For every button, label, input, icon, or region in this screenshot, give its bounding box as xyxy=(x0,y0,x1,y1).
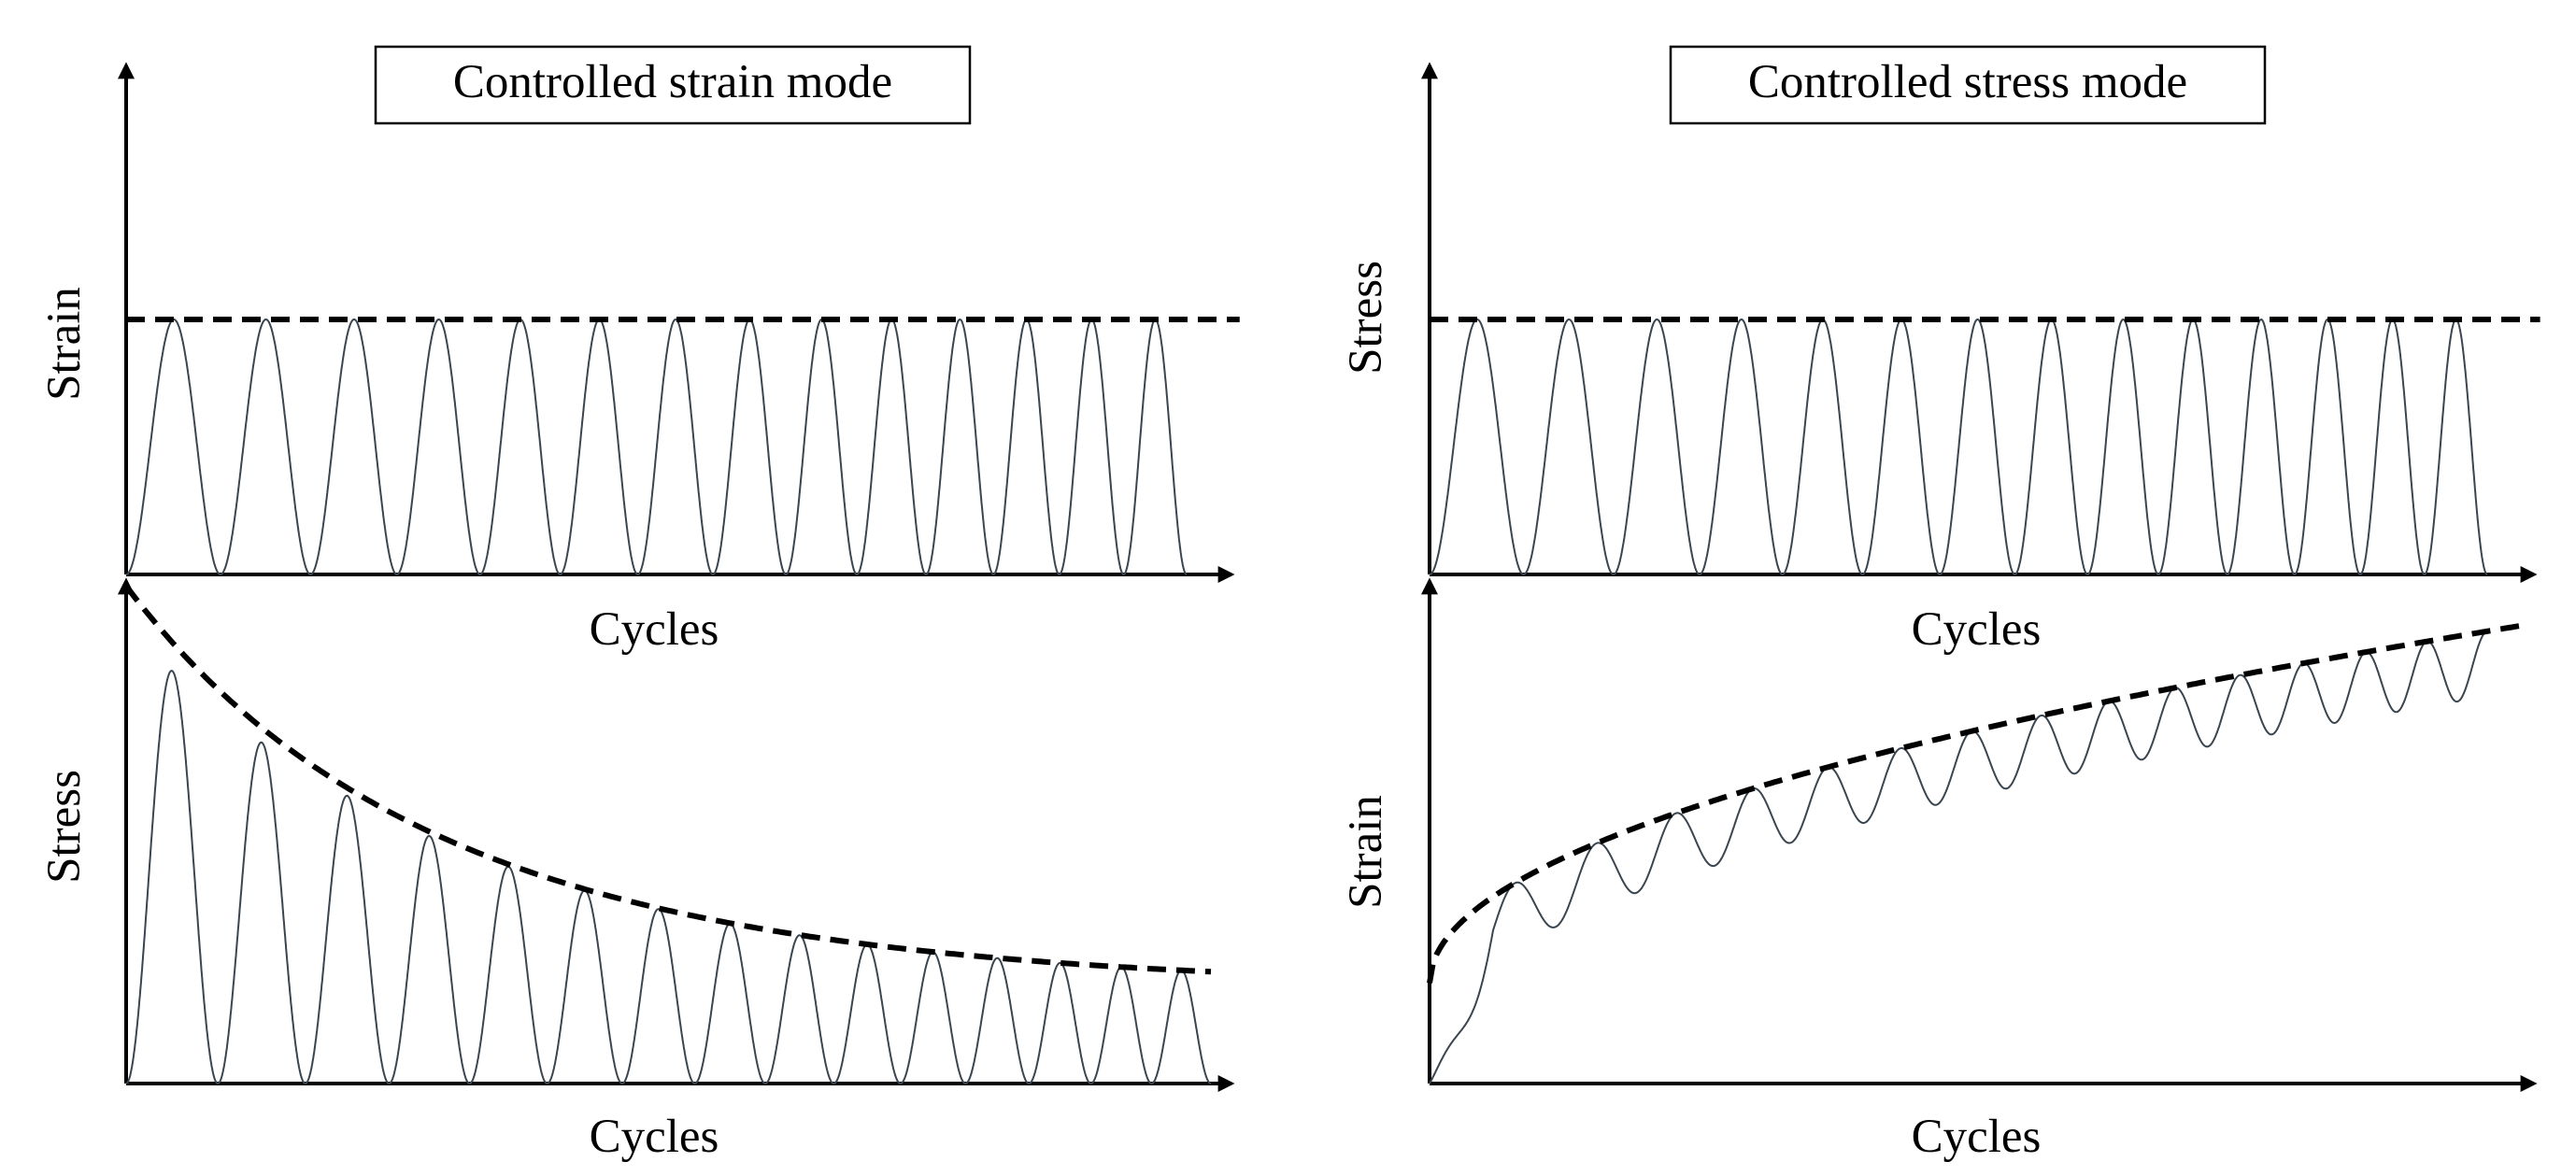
stress-signal-curve xyxy=(1430,318,2488,576)
strain-signal-curve xyxy=(126,318,1188,576)
y-axis-label: Strain xyxy=(38,287,91,401)
y-axis-label: Strain xyxy=(1340,795,1392,909)
strain-growth-envelope xyxy=(1427,623,2520,984)
x-axis-label: Cycles xyxy=(590,1111,719,1163)
x-axis-label: Cycles xyxy=(590,603,719,656)
panel-controlled-strain: Controlled strain mode Strain Cycles Str… xyxy=(38,45,1240,1163)
x-axis-label: Cycles xyxy=(1912,1111,2042,1163)
y-axis-label: Stress xyxy=(1340,261,1392,375)
mode-title-box xyxy=(374,45,972,125)
strain-signal-curve xyxy=(1429,630,2488,1084)
stress-decay-envelope xyxy=(123,584,1212,975)
y-axis-label: Stress xyxy=(38,770,91,884)
mode-title: Controlled stress mode xyxy=(1748,56,2187,108)
strain-vs-cycles-chart: Strain Cycles xyxy=(38,62,1240,656)
stress-vs-cycles-chart: Stress Cycles xyxy=(1340,62,2540,656)
strain-vs-cycles-chart: Strain Cycles xyxy=(1340,577,2538,1163)
panel-controlled-stress: Controlled stress mode Stress Cycles Str… xyxy=(1340,45,2540,1163)
x-axis-label: Cycles xyxy=(1912,603,2042,656)
stress-vs-cycles-chart: Stress Cycles xyxy=(38,577,1235,1163)
mode-title: Controlled strain mode xyxy=(453,56,892,108)
stress-signal-curve xyxy=(125,670,1212,1084)
mode-title-box xyxy=(1669,45,2267,125)
